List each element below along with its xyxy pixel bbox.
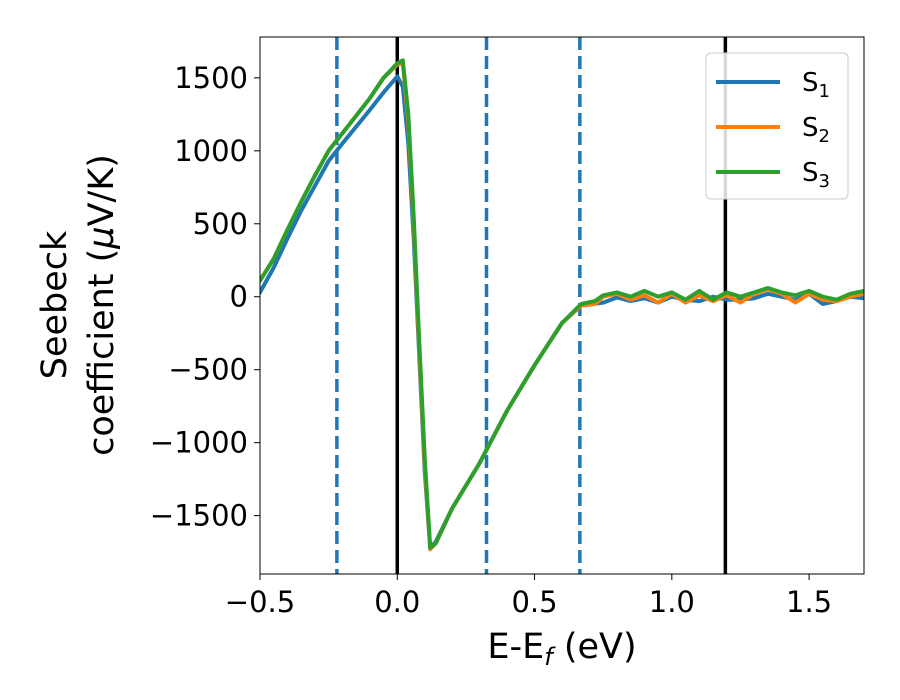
y-axis-title-line2: coefficient (μV/K): [82, 154, 122, 456]
x-tick-label-1: 0.0: [374, 585, 420, 619]
x-tick-label-0: −0.5: [225, 585, 295, 619]
x-axis-title: E-Ef (eV): [487, 627, 636, 671]
y-axis-title-line1: Seebeck: [35, 230, 75, 379]
y-tick-label-6: 1500: [174, 61, 248, 95]
legend-label-3: S3: [802, 158, 830, 192]
legend-label-2: S2: [802, 113, 830, 147]
y-axis-title-mu: μ: [82, 226, 122, 249]
y-tick-label-1: −1000: [150, 426, 248, 460]
x-tick-label-3: 1.0: [649, 585, 695, 619]
y-tick-label-0: −1500: [150, 499, 248, 533]
x-axis-ticks: −0.5 0.0 0.5 1.0 1.5: [225, 574, 832, 619]
y-tick-label-5: 1000: [174, 134, 248, 168]
legend-label-1: S1: [802, 68, 830, 102]
x-tick-label-4: 1.5: [786, 585, 832, 619]
y-tick-label-3: 0: [230, 280, 248, 314]
legend: S1 S2 S3: [705, 52, 849, 200]
plot-frame: [259, 36, 865, 575]
y-axis-ticks: −1500 −1000 −500 0 500 1000 1500: [150, 61, 260, 533]
series-line-3: [260, 58, 864, 550]
series-layer: [260, 58, 864, 552]
reference-lines: [335, 37, 728, 574]
y-tick-label-2: −500: [168, 353, 248, 387]
y-tick-label-4: 500: [193, 207, 248, 241]
x-tick-label-2: 0.5: [511, 585, 557, 619]
